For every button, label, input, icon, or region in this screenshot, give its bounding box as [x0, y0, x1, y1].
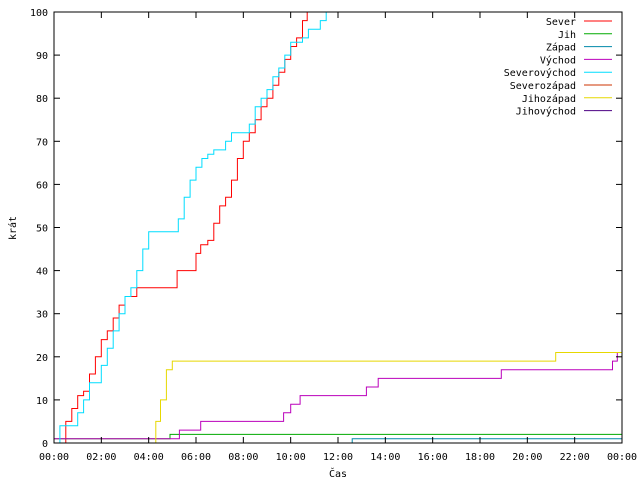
legend-label: Východ: [540, 54, 576, 66]
y-tick-label: 30: [36, 310, 48, 321]
legend-label: Sever: [546, 17, 576, 28]
legend: Sever JihZápadVýchodSeverovýchodSeverozáp…: [504, 17, 612, 118]
y-tick-label: 100: [30, 8, 48, 19]
y-axis-ticks: 0 10 20 30 40 50 60 70 80 90 100: [30, 8, 622, 450]
x-tick-label: 00:00: [607, 452, 637, 463]
legend-label: Jihovýchod: [516, 106, 576, 118]
y-tick-label: 80: [36, 94, 48, 105]
x-tick-label: 00:00: [39, 452, 69, 463]
legend-label: Jihozápad: [522, 93, 576, 105]
y-tick-label: 50: [36, 224, 48, 235]
x-tick-label: 08:00: [228, 452, 258, 463]
x-tick-label: 18:00: [465, 452, 495, 463]
x-tick-label: 04:00: [134, 452, 164, 463]
x-tick-label: 06:00: [181, 452, 211, 463]
y-tick-label: 40: [36, 267, 48, 278]
y-tick-label: 0: [42, 439, 48, 450]
x-tick-label: 22:00: [560, 452, 590, 463]
x-tick-label: 14:00: [370, 452, 400, 463]
y-tick-label: 90: [36, 51, 48, 62]
series-line-4: [57, 12, 327, 444]
y-tick-label: 20: [36, 353, 48, 364]
x-tick-label: 10:00: [276, 452, 306, 463]
x-tick-label: 12:00: [323, 452, 353, 463]
y-tick-label: 10: [36, 396, 48, 407]
x-tick-label: 20:00: [512, 452, 542, 463]
x-tick-label: 16:00: [418, 452, 448, 463]
series-line-3: [54, 352, 618, 440]
legend-label: Západ: [546, 42, 576, 54]
legend-label: Jih: [558, 30, 576, 41]
series-line-0: [59, 12, 308, 444]
legend-label: Severovýchod: [504, 67, 576, 79]
legend-label: Severozápad: [510, 80, 576, 92]
x-tick-label: 02:00: [86, 452, 116, 463]
y-axis-title: krát: [7, 216, 19, 240]
y-tick-label: 60: [36, 180, 48, 191]
x-axis-ticks: 00:00 02:00 04:00 06:00 08:00 10:00 12:00 14:00…: [39, 12, 637, 463]
y-tick-label: 70: [36, 137, 48, 148]
x-axis-title: Čas: [329, 467, 347, 480]
series-line-6: [54, 352, 622, 444]
